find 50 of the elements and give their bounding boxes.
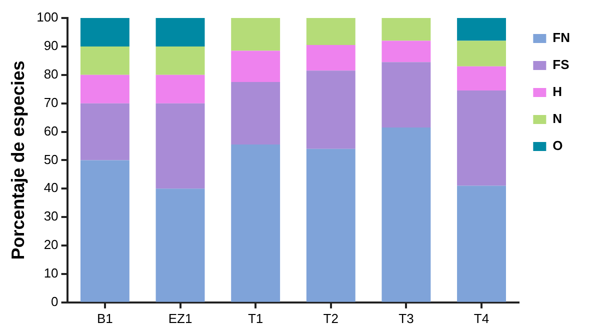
bar bbox=[382, 18, 431, 41]
y-tick-label: 20 bbox=[44, 237, 58, 252]
y-tick-label: 50 bbox=[44, 152, 58, 167]
y-axis-title: Porcentaje de especies bbox=[8, 60, 28, 260]
bar bbox=[306, 148, 356, 302]
y-tick-label: 10 bbox=[44, 266, 58, 281]
legend-label: FN bbox=[552, 30, 570, 46]
bar bbox=[231, 82, 280, 145]
bar bbox=[80, 18, 130, 46]
bar bbox=[156, 188, 205, 302]
bar bbox=[457, 18, 506, 41]
x-tick-label: T3 bbox=[398, 310, 414, 326]
x-tick-label: T1 bbox=[248, 310, 264, 326]
bar bbox=[231, 50, 280, 82]
x-tick-label: T2 bbox=[323, 310, 338, 326]
bar bbox=[80, 103, 130, 160]
bar bbox=[382, 40, 431, 62]
x-tick-label: T4 bbox=[474, 310, 490, 326]
bar bbox=[156, 103, 205, 189]
x-tick-label: B1 bbox=[96, 310, 113, 326]
y-tick-label: 60 bbox=[44, 123, 58, 138]
bar bbox=[457, 90, 506, 186]
y-tick-label: 80 bbox=[44, 66, 58, 82]
y-tick-label: 40 bbox=[44, 180, 58, 196]
legend-label: FS bbox=[552, 57, 570, 72]
y-tick-label: 90 bbox=[44, 38, 58, 54]
legend-label: N bbox=[552, 111, 562, 126]
y-tick-label: 0 bbox=[51, 294, 58, 309]
y-tick-label: 30 bbox=[44, 208, 58, 224]
y-tick-label: 100 bbox=[36, 10, 58, 25]
bar bbox=[231, 18, 280, 51]
bar bbox=[306, 18, 356, 46]
bar bbox=[80, 160, 130, 302]
x-tick-label: EZ1 bbox=[168, 310, 192, 326]
bar bbox=[457, 66, 506, 91]
bar bbox=[382, 62, 431, 128]
bar bbox=[457, 186, 506, 302]
bar bbox=[156, 74, 205, 104]
bar bbox=[80, 74, 130, 104]
bar bbox=[156, 18, 205, 46]
bar bbox=[306, 70, 356, 149]
bar bbox=[457, 40, 506, 66]
bar bbox=[156, 46, 205, 75]
bar bbox=[231, 144, 280, 302]
legend-label: O bbox=[552, 138, 563, 154]
bar bbox=[382, 127, 431, 302]
bar bbox=[306, 45, 356, 71]
bar bbox=[80, 46, 130, 75]
y-tick-label: 70 bbox=[44, 94, 58, 110]
legend-label: H bbox=[552, 84, 562, 100]
